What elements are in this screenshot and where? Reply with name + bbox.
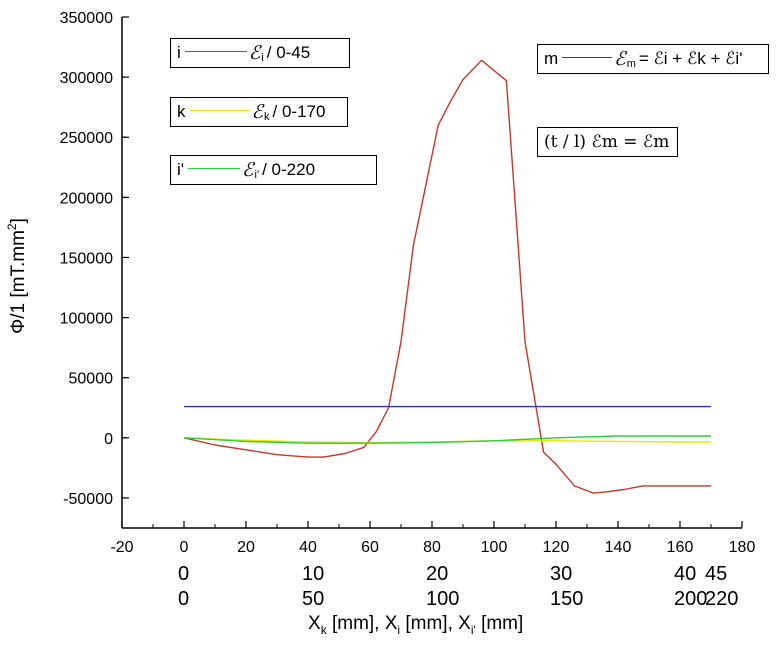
epsilon-symbol: ℰ	[251, 101, 264, 123]
x-tick-label: 140	[605, 539, 632, 556]
x-label-sub: k	[320, 622, 327, 637]
legend-label: i'	[177, 160, 185, 179]
x-tick-k-label: 10	[302, 563, 325, 585]
annotation-box: (t / l) ℰm = ℰm	[537, 127, 678, 157]
y-tick-label: 100000	[60, 311, 113, 328]
series-layer	[183, 59, 711, 494]
x-tick-k-label: 40	[674, 563, 697, 585]
legend-text: / 0-220	[262, 160, 316, 179]
y-tick-label: 350000	[60, 10, 113, 27]
legend-subscript: i'	[254, 169, 260, 181]
x-tick-label: 180	[729, 539, 756, 556]
y-axis-label-main: Φ/1 [mT.mm	[8, 230, 29, 334]
x-tick-k-label: 30	[550, 563, 573, 585]
y-axis-label-end: ]	[8, 218, 29, 223]
legend-label: m	[544, 49, 559, 68]
legend-text: = ℰi + ℰk + ℰi'	[638, 49, 743, 68]
y-axis-label: Φ/1 [mT.mm2]	[5, 218, 29, 334]
legend-subscript: m	[626, 58, 636, 70]
x-label-part: [mm]	[475, 613, 524, 634]
x-tick-i-label: 50	[302, 588, 325, 610]
x-tick-label: -20	[110, 539, 133, 556]
x-tick-label: 80	[423, 539, 441, 556]
x-tick-i-label: 0	[178, 588, 190, 610]
legend-label: k	[177, 102, 186, 121]
x-label-part: [mm], X	[326, 613, 398, 634]
axes: 350000 300000 250000 200000 150000 100000 5000…	[60, 10, 756, 556]
legend-line	[184, 50, 247, 52]
x-tick-label: 100	[481, 539, 508, 556]
series-line-i	[183, 59, 711, 494]
x-tick-label: 0	[180, 539, 189, 556]
legend-line	[562, 56, 613, 58]
x-tick-label: 160	[667, 539, 694, 556]
x-tick-label: 40	[299, 539, 317, 556]
x-axis-label: Xk [mm], Xi [mm], Xi' [mm]	[308, 613, 523, 637]
x-tick-label: 60	[361, 539, 379, 556]
x-label-sub: i	[397, 622, 401, 637]
epsilon-symbol: ℰ	[614, 48, 626, 70]
y-tick-label: -50000	[63, 491, 113, 508]
y-tick-label: 0	[104, 431, 113, 448]
y-tick-label: 300000	[60, 70, 113, 87]
x-tick-k-label: 0	[178, 563, 190, 585]
x-label-part: X	[308, 613, 321, 634]
x-tick-i-label: 200	[674, 588, 708, 610]
y-tick-label: 150000	[60, 250, 113, 267]
legend-text: / 0-170	[272, 102, 326, 121]
x-tick-i-label: 150	[550, 588, 584, 610]
x-tick-label: 120	[543, 539, 570, 556]
epsilon-symbol: ℰ	[242, 159, 254, 181]
x-tick-label: 20	[237, 539, 255, 556]
x-label-part: [mm], X	[400, 613, 471, 634]
y-axis-label-sup: 2	[5, 223, 19, 230]
x-tick-i-label: 100	[426, 588, 460, 610]
legend-line	[189, 109, 250, 111]
annotation-text: (t / l) ℰm = ℰm	[544, 132, 670, 152]
legend-subscript: k	[264, 111, 270, 123]
legend-subscript: i	[261, 52, 264, 64]
y-tick-label: 250000	[60, 130, 113, 147]
series-line-i-prime	[183, 435, 711, 444]
x-label-sub: i'	[470, 622, 476, 637]
legend-text: / 0-45	[266, 43, 311, 62]
y-tick-label: 200000	[60, 190, 113, 207]
x-tick-i-label: 220	[705, 588, 739, 610]
legend-label: i	[177, 43, 181, 62]
y-tick-label: 50000	[69, 371, 114, 388]
x-tick-k-label: 20	[426, 563, 449, 585]
legend-line	[188, 167, 241, 169]
epsilon-symbol: ℰ	[248, 42, 261, 64]
x-tick-k-label: 45	[705, 563, 728, 585]
